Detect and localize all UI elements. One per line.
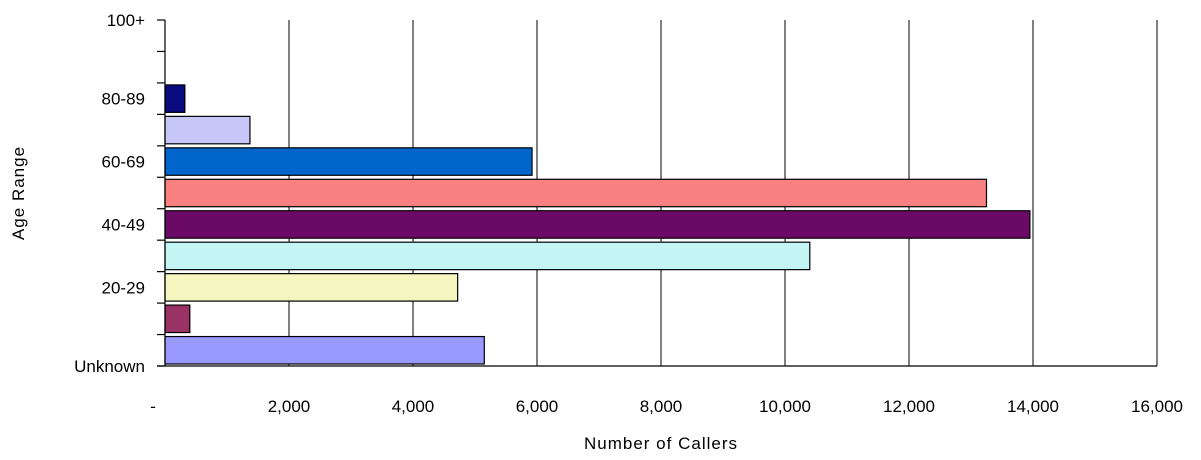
bar-4 — [164, 210, 1031, 239]
y-tick-label-6: 60-69 — [102, 153, 145, 172]
x-tick-label-7: 14,000 — [1007, 397, 1059, 416]
bar-3 — [164, 241, 811, 271]
x-tick-label-1: 2,000 — [268, 397, 311, 416]
bars — [164, 84, 1031, 365]
y-tick-labels: Unknown 20-29 40-49 60-69 80-89 100+ — [74, 11, 145, 376]
y-tick-label-8: 80-89 — [102, 90, 145, 109]
bar-6 — [164, 147, 533, 176]
y-tick-label-0: Unknown — [74, 357, 145, 376]
axes — [157, 20, 1157, 367]
x-tick-label-3: 6,000 — [516, 397, 559, 416]
bar-7 — [164, 115, 251, 145]
y-tick-label-4: 40-49 — [102, 215, 145, 234]
bar-5 — [164, 178, 988, 208]
y-tick-label-2: 20-29 — [102, 278, 145, 297]
y-axis-title: Age Range — [9, 146, 28, 240]
bar-0 — [164, 335, 485, 365]
y-tick-label-10: 100+ — [107, 11, 145, 30]
x-tick-labels: - 2,000 4,000 6,000 8,000 10,000 12,000 14,000 1… — [150, 397, 1183, 416]
x-tick-label-5: 10,000 — [759, 397, 811, 416]
x-tick-label-6: 12,000 — [883, 397, 935, 416]
bar-8 — [164, 84, 186, 113]
x-tick-label-2: 4,000 — [392, 397, 435, 416]
x-tick-label-4: 8,000 — [640, 397, 683, 416]
x-axis-title: Number of Callers — [584, 434, 738, 453]
x-tick-label-8: 16,000 — [1131, 397, 1183, 416]
y-tick-marks — [157, 19, 165, 367]
bar-2 — [164, 273, 459, 302]
bar-1 — [164, 304, 191, 334]
x-tick-label-0: - — [150, 397, 156, 416]
